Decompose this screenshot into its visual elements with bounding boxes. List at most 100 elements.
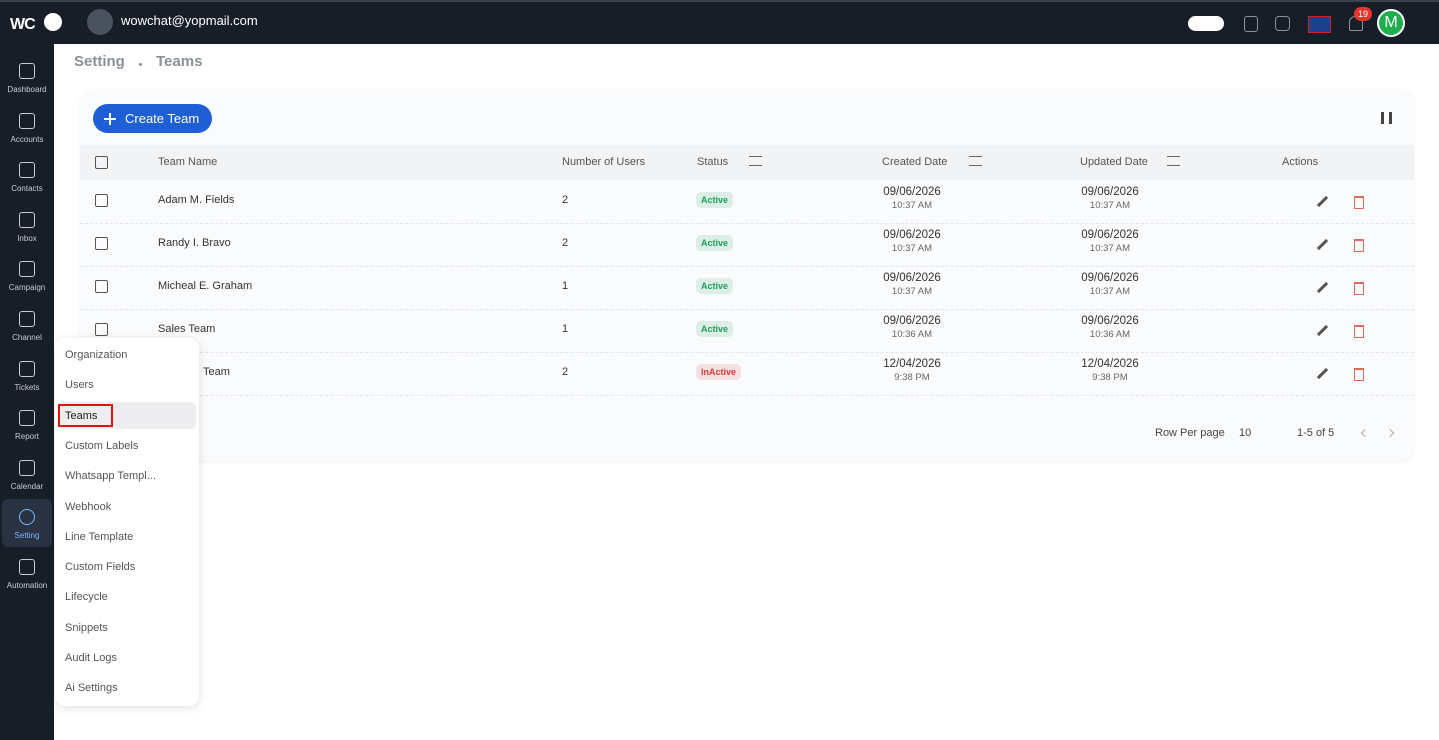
sidebar-label: Channel xyxy=(12,333,42,342)
row-checkbox[interactable] xyxy=(95,194,108,207)
date: 09/06/2026 xyxy=(883,229,941,241)
row-checkbox[interactable] xyxy=(95,280,108,293)
logo[interactable]: WC xyxy=(10,16,36,33)
column-header[interactable]: Status xyxy=(697,156,729,168)
settings-menu xyxy=(55,338,199,706)
user-email: wowchat@yopmail.com xyxy=(121,13,258,28)
edit-button[interactable] xyxy=(1316,367,1329,380)
user-count: 1 xyxy=(562,280,569,292)
time: 10:36 AM xyxy=(891,329,933,340)
filter-icon[interactable] xyxy=(969,156,982,166)
menu-item[interactable]: Snippets xyxy=(65,621,108,634)
menu-item[interactable]: Custom Fields xyxy=(65,561,136,574)
team-name: Adam M. Fields xyxy=(158,194,235,206)
column-header[interactable]: Updated Date xyxy=(1080,156,1148,168)
column-header[interactable]: Created Date xyxy=(882,156,948,168)
user-count: 2 xyxy=(562,237,569,249)
menu-item[interactable]: Webhook xyxy=(65,500,112,513)
edit-button[interactable] xyxy=(1316,324,1329,337)
user-count: 1 xyxy=(562,323,569,335)
sidebar-item[interactable]: Channel xyxy=(2,301,52,349)
sidebar-label: Accounts xyxy=(10,134,44,144)
table-row: Adam M. Fields 2 Active 09/06/2026 10:37 AM 0… xyxy=(80,180,1414,224)
delete-button[interactable] xyxy=(1354,368,1364,381)
menu-item[interactable]: Ai Settings xyxy=(65,682,118,695)
breadcrumb-setting[interactable]: Setting xyxy=(74,53,125,70)
time: 9:38 PM xyxy=(1092,372,1128,383)
sidebar-icon xyxy=(19,261,35,278)
selected-outline xyxy=(58,403,113,427)
column-header[interactable]: Team Name xyxy=(158,156,218,168)
sidebar-label: Report xyxy=(14,432,39,442)
edit-button[interactable] xyxy=(1316,195,1329,208)
sidebar-item[interactable]: Automation xyxy=(2,549,52,597)
menu-item[interactable]: Custom Labels xyxy=(65,439,139,452)
menu-item[interactable]: Whatsapp Templ... xyxy=(65,470,156,483)
sidebar-item[interactable]: Dashboard xyxy=(2,53,52,101)
sidebar-icon xyxy=(19,360,35,377)
collapse-button[interactable] xyxy=(44,13,62,31)
row-checkbox[interactable] xyxy=(95,237,108,250)
sidebar-item[interactable]: Accounts xyxy=(2,103,52,151)
edit-button[interactable] xyxy=(1316,238,1329,251)
column-header[interactable]: Number of Users xyxy=(562,156,646,168)
menu-item[interactable]: Organization xyxy=(65,349,128,361)
row-checkbox[interactable] xyxy=(95,323,108,336)
delete-button[interactable] xyxy=(1354,282,1364,295)
breadcrumb-separator xyxy=(139,63,142,66)
date: 12/04/2026 xyxy=(883,358,941,370)
column-settings[interactable] xyxy=(1381,112,1392,124)
rows-per-page-label: Row Per page xyxy=(1155,427,1225,439)
status-badge: Active xyxy=(696,278,734,294)
time: 10:37 AM xyxy=(891,286,933,297)
theme-toggle[interactable] xyxy=(1188,16,1224,31)
created-date: 09/06/2026 10:37 AM xyxy=(867,272,957,297)
date: 12/04/2026 xyxy=(1081,358,1139,370)
breadcrumb-teams: Teams xyxy=(156,53,203,70)
updated-date: 09/06/2026 10:37 AM xyxy=(1065,229,1155,254)
status-badge: Active xyxy=(696,321,734,337)
sidebar-item[interactable]: Setting xyxy=(2,499,52,548)
sidebar-icon xyxy=(19,162,35,179)
menu-item[interactable]: Line Template xyxy=(65,530,134,543)
sidebar-label: Dashboard xyxy=(7,85,47,94)
rows-per-page-select[interactable]: 10 xyxy=(1239,427,1252,439)
sidebar-label: Campaign xyxy=(8,283,46,293)
user-count: 2 xyxy=(562,366,569,378)
user-icon xyxy=(87,9,113,35)
select-all-checkbox[interactable] xyxy=(95,156,108,169)
updated-date: 09/06/2026 10:37 AM xyxy=(1065,186,1155,211)
time: 10:37 AM xyxy=(1089,286,1131,297)
sidebar-item[interactable]: Report xyxy=(2,400,52,448)
sidebar-item[interactable]: Calendar xyxy=(2,450,52,498)
sidebar-label: Setting xyxy=(14,531,40,541)
delete-button[interactable] xyxy=(1354,239,1364,252)
menu-item[interactable]: Teams xyxy=(65,409,98,422)
sidebar-item[interactable]: Tickets xyxy=(2,351,52,399)
language-flag[interactable] xyxy=(1308,16,1331,33)
table-row: Randy I. Bravo 2 Active 09/06/2026 10:37 AM 0… xyxy=(80,223,1414,267)
delete-button[interactable] xyxy=(1354,325,1364,338)
time: 10:37 AM xyxy=(1089,200,1131,211)
sidebar-icon xyxy=(19,311,35,327)
call-icon[interactable] xyxy=(1275,16,1290,31)
filter-icon[interactable] xyxy=(1167,156,1180,166)
date: 09/06/2026 xyxy=(1081,186,1139,198)
create-team-button[interactable]: Create Team xyxy=(93,104,212,133)
sidebar-item[interactable]: Contacts xyxy=(2,152,52,200)
time: 10:37 AM xyxy=(1089,243,1131,254)
sidebar-label: Tickets xyxy=(14,382,40,392)
top-bar: WC wowchat@yopmail.com 19 M xyxy=(0,0,1439,44)
filter-icon[interactable] xyxy=(749,156,762,166)
menu-item[interactable]: Lifecycle xyxy=(65,591,108,604)
edit-button[interactable] xyxy=(1316,281,1329,294)
menu-item[interactable]: Users xyxy=(65,379,94,392)
avatar[interactable]: M xyxy=(1377,9,1405,37)
sidebar-item[interactable]: Inbox xyxy=(2,202,52,250)
menu-item[interactable]: Audit Logs xyxy=(65,652,117,664)
network-icon[interactable] xyxy=(1244,16,1258,32)
delete-button[interactable] xyxy=(1354,196,1364,209)
sidebar-item[interactable]: Campaign xyxy=(2,251,52,299)
date: 09/06/2026 xyxy=(883,186,941,198)
